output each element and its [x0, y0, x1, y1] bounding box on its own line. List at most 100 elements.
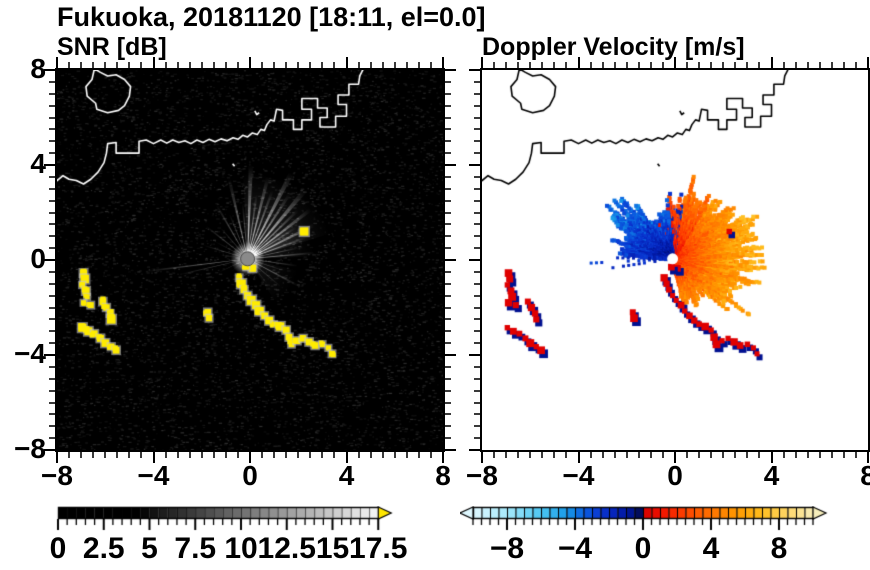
axis-tick [261, 62, 264, 68]
axis-tick [867, 57, 869, 68]
axis-tick [445, 116, 451, 119]
axis-tick [49, 92, 55, 95]
axis-tick [445, 330, 451, 333]
snr-colorbar [56, 506, 406, 532]
snr-plot-area [55, 68, 445, 452]
axis-tick [128, 452, 131, 458]
axis-tick [309, 452, 312, 458]
axis-tick [49, 199, 55, 202]
axis-tick [333, 452, 336, 458]
axis-tick [445, 401, 451, 404]
axis-tick [830, 452, 833, 458]
axis-tick [674, 452, 676, 463]
axis-tick [442, 452, 444, 463]
axis-tick [601, 62, 604, 68]
axis-tick [429, 452, 432, 458]
colorbar-tick-label: 10 [224, 532, 258, 565]
axis-tick [842, 62, 845, 68]
colorbar-tick-label: 0 [49, 532, 67, 565]
axis-tick [758, 452, 761, 458]
axis-tick [249, 452, 251, 463]
axis-tick [698, 452, 701, 458]
axis-tick [152, 452, 155, 463]
axis-tick [469, 259, 480, 261]
axis-tick [445, 342, 451, 345]
axis-tick [200, 62, 203, 68]
axis-tick [445, 235, 451, 238]
axis-tick [625, 452, 628, 458]
axis-tick [445, 354, 456, 356]
axis-tick [445, 377, 451, 380]
axis-tick [152, 57, 155, 68]
axis-tick [661, 452, 664, 458]
axis-tick [321, 452, 324, 458]
axis-tick [698, 62, 701, 68]
axis-tick [474, 425, 480, 428]
axis-tick [445, 164, 456, 166]
axis-tick [49, 413, 55, 416]
axis-tick [297, 452, 300, 458]
axis-tick [661, 62, 664, 68]
axis-tick [49, 247, 55, 250]
axis-tick [481, 452, 483, 463]
axis-tick [517, 62, 520, 68]
axis-tick [637, 62, 640, 68]
velocity-plot-area [480, 68, 870, 452]
axis-tick [625, 62, 628, 68]
velocity-colorbar [460, 506, 828, 532]
axis-tick [529, 62, 532, 68]
axis-tick [116, 452, 119, 458]
axis-tick [104, 62, 107, 68]
axis-tick [565, 452, 568, 458]
axis-tick [49, 282, 55, 285]
axis-tick [474, 116, 480, 119]
axis-tick [393, 62, 396, 68]
axis-tick [474, 175, 480, 178]
axis-tick [188, 452, 191, 458]
axis-tick [49, 175, 55, 178]
axis-tick [770, 57, 773, 68]
axis-tick [49, 294, 55, 297]
axis-tick [577, 452, 580, 463]
axis-tick [445, 437, 451, 440]
axis-tick [224, 452, 227, 458]
axis-tick [357, 62, 360, 68]
axis-tick [236, 62, 239, 68]
axis-tick [445, 306, 451, 309]
colorbar-tick-label: −4 [557, 532, 593, 565]
axis-tick [505, 62, 508, 68]
axis-tick [445, 365, 451, 368]
axis-tick [56, 452, 58, 463]
axis-tick [445, 80, 451, 83]
axis-tick [722, 62, 725, 68]
axis-tick [49, 365, 55, 368]
axis-tick [104, 452, 107, 458]
axis-tick [212, 452, 215, 458]
axis-tick [44, 164, 55, 166]
axis-tick [445, 140, 451, 143]
axis-tick [49, 389, 55, 392]
axis-tick [345, 452, 348, 463]
y-tick-label: 8 [30, 53, 46, 84]
axis-tick [505, 452, 508, 458]
axis-tick [445, 425, 451, 428]
axis-tick [381, 452, 384, 458]
axis-tick [474, 282, 480, 285]
axis-tick [469, 69, 480, 71]
axis-tick [200, 452, 203, 458]
axis-tick [577, 57, 580, 68]
y-tick-label: −4 [14, 338, 46, 369]
axis-tick [285, 452, 288, 458]
axis-tick [854, 62, 857, 68]
axis-tick [474, 389, 480, 392]
axis-tick [734, 62, 737, 68]
axis-tick [116, 62, 119, 68]
axis-tick [445, 175, 451, 178]
axis-tick [553, 452, 556, 458]
x-tick-label: −8 [466, 460, 498, 491]
axis-tick [481, 57, 483, 68]
axis-tick [445, 69, 456, 71]
axis-tick [553, 62, 556, 68]
axis-tick [565, 62, 568, 68]
axis-tick [49, 116, 55, 119]
